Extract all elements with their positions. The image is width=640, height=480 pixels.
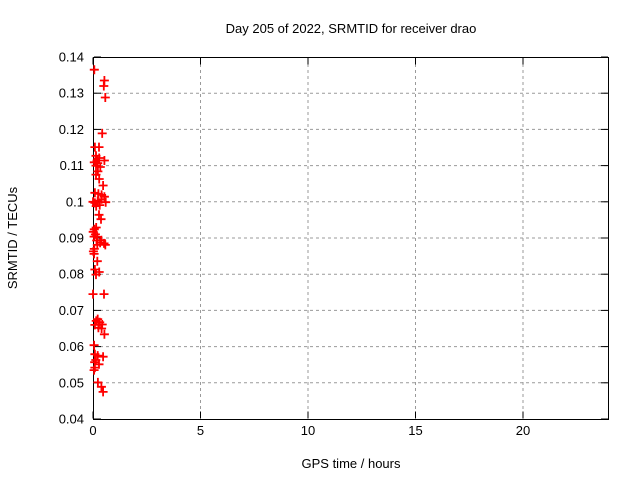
plot-border bbox=[93, 57, 609, 420]
chart-title: Day 205 of 2022, SRMTID for receiver dra… bbox=[226, 21, 477, 36]
y-tick-label: 0.11 bbox=[60, 158, 84, 173]
y-tick-label: 0.07 bbox=[59, 303, 84, 318]
data-points-srmtid bbox=[88, 65, 111, 397]
y-tick-label: 0.05 bbox=[59, 375, 84, 390]
y-tick-label: 0.13 bbox=[59, 86, 84, 101]
y-tick-label: 0.14 bbox=[59, 50, 84, 65]
x-tick-label: 5 bbox=[197, 423, 204, 438]
x-tick-label: 0 bbox=[89, 423, 96, 438]
y-tick-label: 0.08 bbox=[59, 267, 84, 282]
y-axis-label: SRMTID / TECUs bbox=[5, 186, 20, 289]
y-tick-label: 0.06 bbox=[59, 339, 84, 354]
y-tick-label: 0.09 bbox=[59, 231, 84, 246]
x-axis-label: GPS time / hours bbox=[302, 456, 401, 471]
x-tick-label: 20 bbox=[516, 423, 530, 438]
x-tick-label: 15 bbox=[408, 423, 422, 438]
y-tick-label: 0.12 bbox=[59, 122, 84, 137]
y-tick-label: 0.04 bbox=[59, 412, 84, 427]
y-tick-label: 0.1 bbox=[66, 194, 84, 209]
plot-layer: 0 5 10 15 20 0.04 0.05 0.06 0.07 0.08 0.09 0.1 0.11 0… bbox=[59, 50, 609, 438]
x-tick-label: 10 bbox=[301, 423, 315, 438]
